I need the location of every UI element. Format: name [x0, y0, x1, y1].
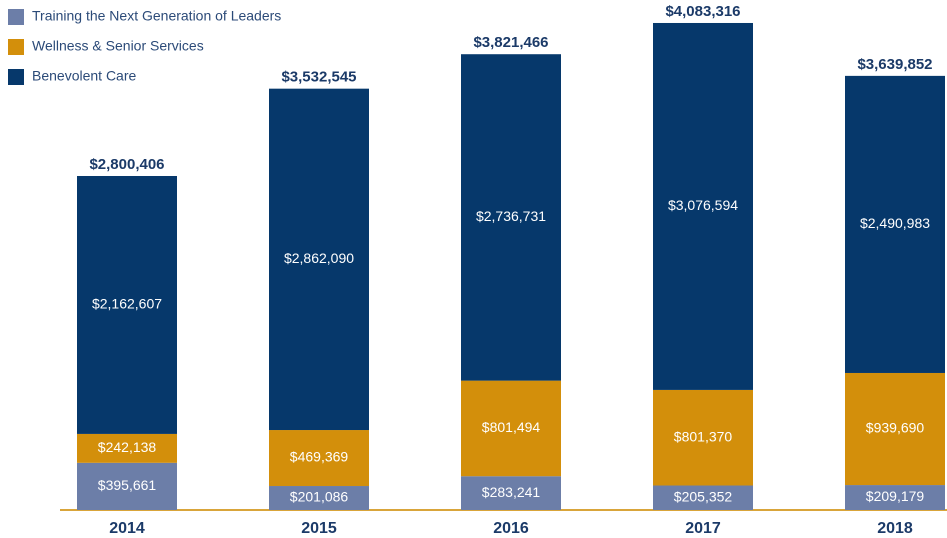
bar-segment — [845, 485, 945, 510]
segment-label: $201,086 — [290, 489, 349, 505]
bar-segment — [845, 75, 945, 373]
legend-label: Training the Next Generation of Leaders — [32, 8, 281, 24]
segment-label: $2,162,607 — [92, 296, 162, 312]
bar-segment — [653, 389, 753, 486]
segment-label: $2,736,731 — [476, 208, 546, 224]
legend-label: Wellness & Senior Services — [32, 38, 204, 54]
segment-label: $283,241 — [482, 484, 541, 500]
bar-segment — [269, 430, 369, 487]
bar-segment — [461, 54, 561, 381]
bar-segment — [269, 486, 369, 510]
x-tick-label: 2017 — [685, 520, 721, 537]
segment-label: $3,076,594 — [668, 197, 738, 213]
x-tick-label: 2016 — [493, 520, 529, 537]
legend-swatch — [8, 9, 24, 25]
bar-segment — [845, 372, 945, 486]
segment-label: $2,862,090 — [284, 250, 354, 266]
segment-label: $469,369 — [290, 449, 349, 465]
segment-label: $2,490,983 — [860, 215, 930, 231]
x-tick-label: 2018 — [877, 520, 913, 537]
total-label: $3,639,852 — [857, 56, 932, 73]
total-label: $3,532,545 — [281, 69, 356, 86]
bar-segment — [461, 380, 561, 477]
total-label: $3,821,466 — [473, 34, 548, 51]
bar-segment — [653, 485, 753, 510]
x-tick-label: 2014 — [109, 520, 145, 537]
bar-segment — [269, 88, 369, 431]
segment-label: $209,179 — [866, 488, 925, 504]
segment-label: $205,352 — [674, 488, 733, 504]
segment-label: $801,494 — [482, 419, 541, 435]
legend-swatch — [8, 39, 24, 55]
legend-swatch — [8, 69, 24, 85]
bar-segment — [77, 175, 177, 434]
segment-label: $242,138 — [98, 439, 157, 455]
total-label: $2,800,406 — [89, 156, 164, 173]
segment-label: $939,690 — [866, 420, 925, 436]
bar-segment — [77, 433, 177, 463]
total-label: $4,083,316 — [665, 3, 740, 20]
x-tick-label: 2015 — [301, 520, 337, 537]
legend-label: Benevolent Care — [32, 68, 137, 84]
segment-label: $395,661 — [98, 477, 157, 493]
segment-label: $801,370 — [674, 428, 733, 444]
bar-segment — [461, 476, 561, 510]
bar-segment — [653, 22, 753, 390]
bar-segment — [77, 462, 177, 510]
